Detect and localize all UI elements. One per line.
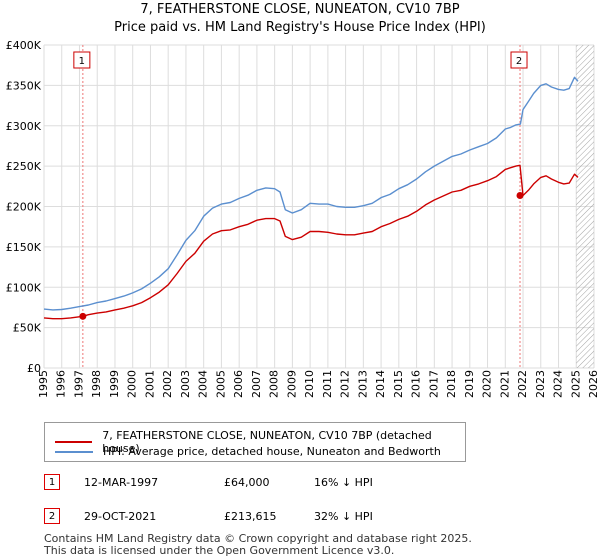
property-series-line [43, 164, 579, 320]
x-tick-label: 1997 [72, 370, 85, 398]
y-tick-label: £0 [27, 362, 41, 375]
sale-point [516, 192, 524, 200]
x-tick-label: 2002 [161, 370, 174, 398]
x-tick-label: 2013 [356, 370, 369, 398]
x-tick-label: 2004 [197, 370, 210, 398]
x-tick-label: 2010 [303, 370, 316, 398]
legend-red-line-icon [55, 441, 93, 443]
chart-title-line2: Price paid vs. HM Land Registry's House … [114, 20, 486, 35]
hpi-series-line [43, 76, 579, 311]
legend-item-hpi: HPI: Average price, detached house, Nune… [55, 445, 441, 458]
x-tick-label: 2006 [232, 370, 245, 398]
sale-label-box [73, 51, 91, 69]
x-tick-label: 2016 [410, 370, 423, 398]
legend-item-property: 7, FEATHERSTONE CLOSE, NUNEATON, CV10 7B… [55, 429, 465, 455]
legend-property-label: 7, FEATHERSTONE CLOSE, NUNEATON, CV10 7B… [102, 429, 432, 455]
x-tick-label: 2018 [445, 370, 458, 398]
y-tick-label: £50K [13, 322, 42, 335]
x-tick-label: 2021 [498, 370, 511, 398]
sale-label-box [510, 51, 528, 69]
transaction-marker-badge: 1 [44, 474, 60, 490]
x-tick-label: 2012 [339, 370, 352, 398]
y-tick-label: £300K [6, 120, 42, 133]
transaction-price: £64,000 [224, 475, 270, 489]
transaction-row: 1 12-MAR-1997 £64,000 16% ↓ HPI [44, 474, 373, 490]
x-tick-label: 2007 [250, 370, 263, 398]
y-tick-label: £400K [6, 39, 42, 52]
x-tick-label: 2023 [534, 370, 547, 398]
chart-title-line1: 7, FEATHERSTONE CLOSE, NUNEATON, CV10 7B… [140, 2, 460, 17]
x-tick-label: 2008 [268, 370, 281, 398]
x-tick-label: 1998 [90, 370, 103, 398]
footer-licence: This data is licensed under the Open Gov… [44, 544, 395, 557]
forecast-hatch [576, 45, 594, 368]
price-chart: 1 2 £0 £50K £100K £150K £200K £250K £300K £350K £4… [6, 39, 600, 398]
x-tick-label: 2000 [126, 370, 139, 398]
x-tick-label: 2017 [427, 370, 440, 398]
x-tick-label: 2003 [179, 370, 192, 398]
y-tick-label: £100K [6, 281, 42, 294]
x-tick-label: 1999 [108, 370, 121, 398]
sale-label-text: 2 [516, 56, 522, 67]
x-tick-label: 2022 [516, 370, 529, 398]
x-tick-label: 2024 [552, 370, 565, 398]
transaction-date: 29-OCT-2021 [84, 509, 157, 523]
x-tick-label: 1995 [37, 370, 50, 398]
x-tick-label: 2015 [392, 370, 405, 398]
x-tick-label: 2020 [481, 370, 494, 398]
x-tick-label: 2009 [285, 370, 298, 398]
x-tick-label: 1996 [55, 370, 68, 398]
legend-blue-line-icon [55, 450, 93, 453]
x-tick-label: 2025 [569, 370, 582, 398]
sale-point [79, 312, 87, 320]
x-tick-label: 2011 [321, 370, 334, 398]
transaction-row: 2 29-OCT-2021 £213,615 32% ↓ HPI [44, 508, 373, 524]
transaction-price: £213,615 [224, 509, 277, 523]
y-tick-label: £350K [6, 79, 42, 92]
transaction-hpi-diff: 16% ↓ HPI [314, 475, 373, 489]
y-tick-label: £250K [6, 160, 42, 173]
x-tick-label: 2019 [463, 370, 476, 398]
x-tick-label: 2014 [374, 370, 387, 398]
footer-copyright: Contains HM Land Registry data © Crown c… [44, 532, 472, 545]
y-tick-label: £150K [6, 241, 42, 254]
y-tick-label: £200K [6, 201, 42, 214]
legend-hpi-label: HPI: Average price, detached house, Nune… [103, 445, 441, 458]
x-tick-label: 2026 [587, 370, 600, 398]
transaction-marker-badge: 2 [44, 508, 60, 524]
x-tick-label: 2001 [143, 370, 156, 398]
transaction-date: 12-MAR-1997 [84, 475, 159, 489]
sale-label-text: 1 [79, 56, 85, 67]
x-tick-label: 2005 [214, 370, 227, 398]
legend: 7, FEATHERSTONE CLOSE, NUNEATON, CV10 7B… [44, 422, 466, 462]
transaction-hpi-diff: 32% ↓ HPI [314, 509, 373, 523]
